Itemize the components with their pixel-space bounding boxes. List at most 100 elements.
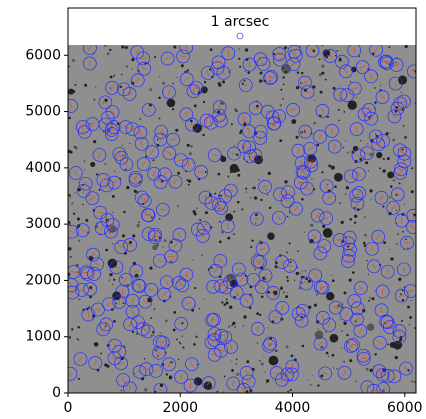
source-circle xyxy=(280,194,295,208)
star xyxy=(150,317,153,320)
source-pa xyxy=(157,258,163,263)
star xyxy=(243,79,246,82)
star xyxy=(68,272,71,276)
source-circle xyxy=(357,107,372,122)
star xyxy=(364,216,366,218)
source-pa xyxy=(69,103,73,109)
star xyxy=(148,103,152,107)
source-pa xyxy=(87,311,90,318)
source-pa xyxy=(172,243,178,248)
source-pa xyxy=(319,285,326,290)
star xyxy=(218,221,221,223)
star xyxy=(254,269,256,271)
source-circle xyxy=(134,136,149,151)
source-circle xyxy=(341,248,356,263)
star xyxy=(280,286,283,288)
source-pa xyxy=(136,370,143,374)
source-circle xyxy=(133,125,148,140)
source-circle xyxy=(362,103,376,117)
star xyxy=(163,239,167,243)
source-circle xyxy=(365,241,379,256)
source-circle xyxy=(281,185,295,200)
star xyxy=(326,291,335,301)
star xyxy=(145,212,147,214)
source-pa xyxy=(315,212,320,219)
source-circle xyxy=(212,100,227,114)
source-pa xyxy=(301,170,307,175)
source-pa xyxy=(300,308,305,314)
source-pa xyxy=(358,285,363,291)
source-pa xyxy=(380,387,386,392)
source-circle xyxy=(392,329,407,344)
source-pa xyxy=(105,217,109,223)
source-pa xyxy=(320,107,325,114)
star xyxy=(389,196,391,198)
source-circle xyxy=(248,148,263,163)
source-circle xyxy=(115,284,130,299)
source-circle xyxy=(128,173,143,187)
star xyxy=(317,328,320,330)
star xyxy=(245,187,248,190)
star xyxy=(313,303,317,307)
x-tick-label: 0 xyxy=(64,400,73,416)
source-circle xyxy=(393,143,407,158)
source-pa xyxy=(218,104,222,111)
star xyxy=(339,202,341,204)
star xyxy=(204,211,208,215)
star xyxy=(203,81,207,84)
source-pa xyxy=(383,60,390,63)
source-circle xyxy=(86,247,100,262)
star xyxy=(366,259,368,262)
source-pa xyxy=(152,233,158,237)
source-circle xyxy=(360,146,374,161)
source-pa xyxy=(364,151,371,155)
star xyxy=(320,345,324,349)
source-pa xyxy=(247,155,254,158)
star xyxy=(231,369,234,372)
source-pa xyxy=(68,370,72,377)
source-pa xyxy=(293,206,299,212)
star xyxy=(381,389,385,393)
star xyxy=(386,157,390,161)
source-circle xyxy=(118,120,133,134)
star xyxy=(345,193,347,195)
source-circle xyxy=(275,301,290,315)
source-circle xyxy=(268,310,283,324)
star xyxy=(175,128,179,132)
source-circle xyxy=(360,380,375,393)
star xyxy=(387,343,390,346)
star xyxy=(282,98,284,100)
source-circle xyxy=(68,99,78,113)
source-circle xyxy=(255,242,270,256)
star xyxy=(203,381,213,390)
star xyxy=(112,243,114,245)
source-circle xyxy=(315,280,330,295)
source-pa xyxy=(337,92,344,97)
star xyxy=(411,380,414,383)
source-circle xyxy=(153,382,168,393)
source-circle xyxy=(154,124,169,139)
source-circle xyxy=(68,224,79,239)
star xyxy=(104,363,108,367)
source-pa xyxy=(307,147,313,151)
star xyxy=(316,143,320,147)
star xyxy=(90,161,96,167)
source-pa xyxy=(312,272,318,278)
star xyxy=(404,136,407,139)
star xyxy=(265,382,267,384)
star xyxy=(155,243,159,247)
source-pa xyxy=(290,108,297,111)
star xyxy=(310,384,312,386)
star xyxy=(236,153,239,156)
star xyxy=(340,220,344,224)
source-pa xyxy=(317,252,324,255)
star xyxy=(293,279,296,281)
source-circle xyxy=(168,238,183,253)
star xyxy=(74,192,76,194)
source-pa xyxy=(402,158,406,165)
source-pa xyxy=(159,208,166,211)
star xyxy=(93,98,96,101)
source-circle xyxy=(197,220,211,235)
source-circle xyxy=(94,221,109,235)
star xyxy=(263,356,265,358)
